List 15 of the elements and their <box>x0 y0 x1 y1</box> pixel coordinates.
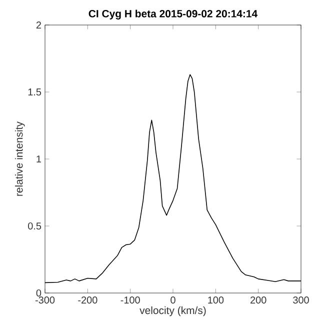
y-axis-title: relative intensity <box>15 122 25 196</box>
y-tick-label: 0.5 <box>28 222 42 230</box>
x-tick-label: -300 <box>35 296 55 304</box>
y-tick-label: 1.5 <box>28 88 42 96</box>
x-tick-label: -100 <box>120 296 140 304</box>
y-tick-label: 2 <box>36 22 41 28</box>
x-tick-label: 300 <box>293 296 309 304</box>
y-tick-label: 1 <box>36 156 41 162</box>
x-tick-label: -200 <box>78 296 98 304</box>
x-axis-title: velocity (km/s) <box>140 306 206 316</box>
y-tick-label: 0 <box>36 289 42 297</box>
x-tick-label: 100 <box>208 296 224 304</box>
chart-title: CI Cyg H beta 2015-09-02 20:14:14 <box>88 10 258 20</box>
x-tick-label: 0 <box>170 296 176 304</box>
x-tick-label: 200 <box>250 296 266 304</box>
